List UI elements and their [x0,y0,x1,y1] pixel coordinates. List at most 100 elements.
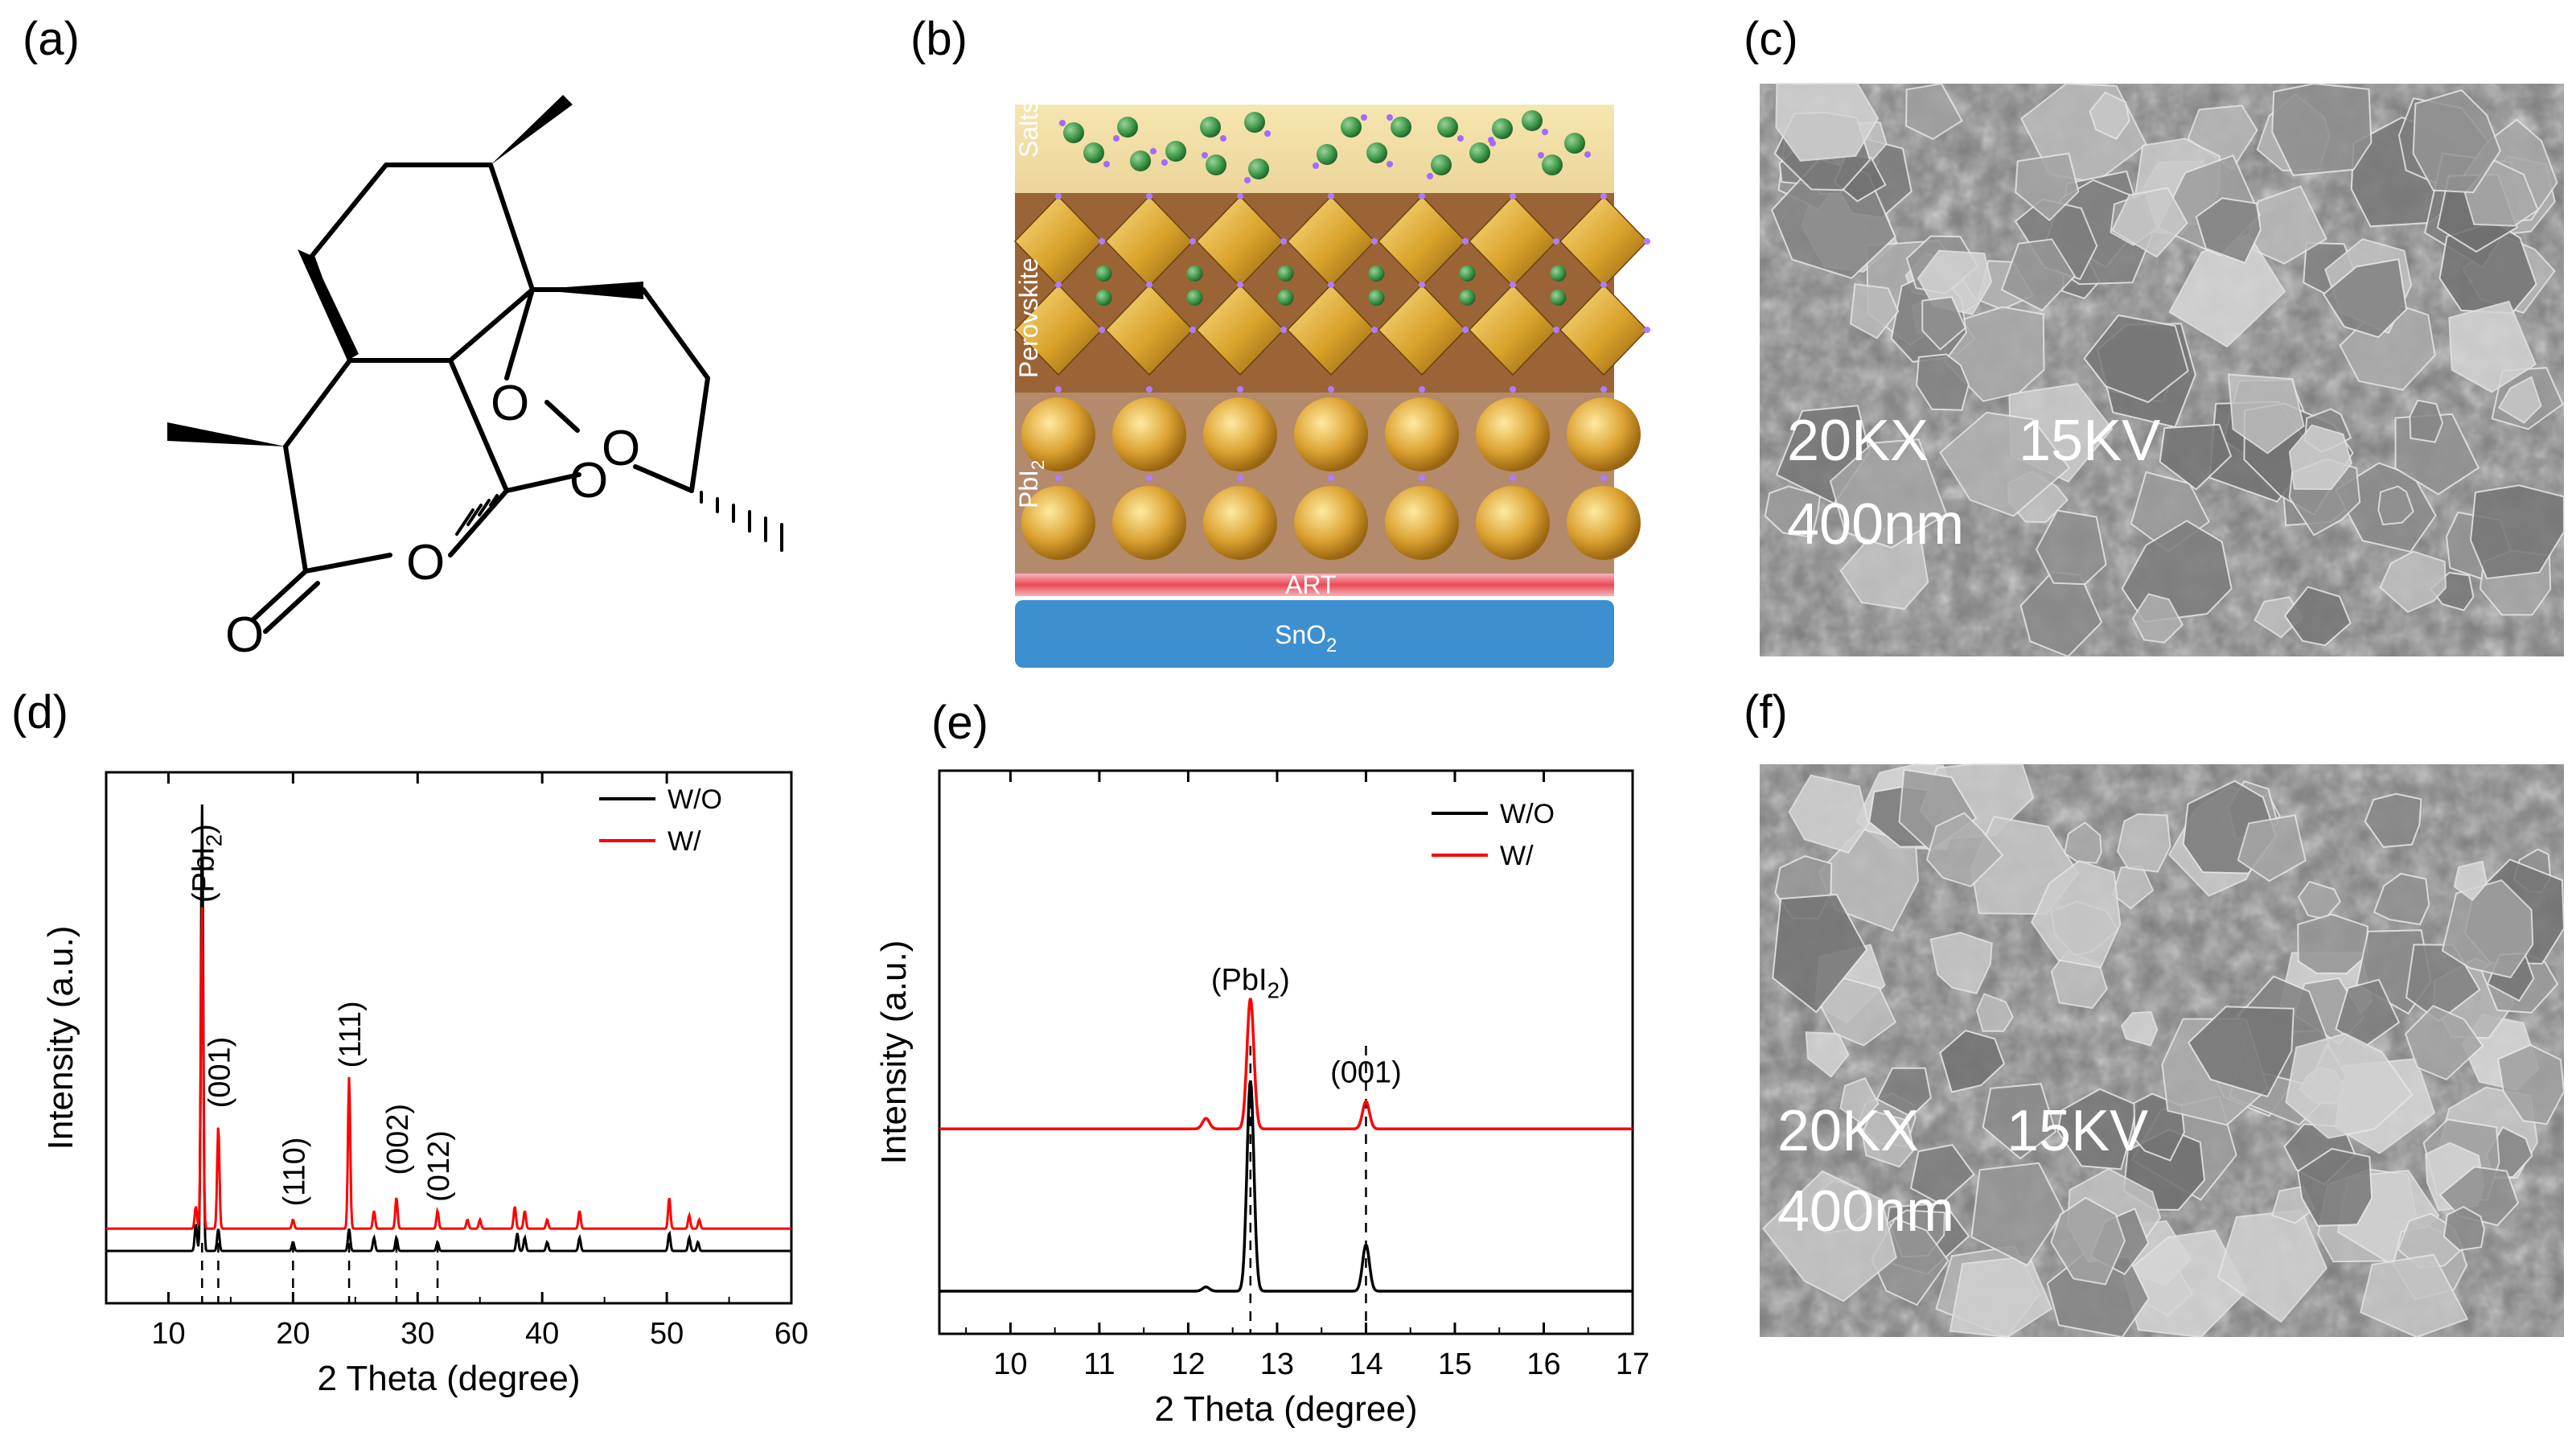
iodide-atom [1419,193,1425,200]
sem-c-kv: 15KV [2019,409,2160,473]
salt-cation [1431,154,1452,175]
salt-anion [1059,120,1066,126]
x-tick-label: 10 [151,1317,185,1351]
cation-atom [1459,290,1476,306]
peak-label: (PbI2) [187,824,226,903]
sem-grain [1929,932,1993,995]
iodide-atom [1055,282,1062,288]
sem-f-scale: 400nm [1777,1179,1954,1244]
iodide-atom [1189,238,1196,245]
sem-grain [2297,913,2369,975]
sem-c-mag: 20KX [1787,409,1929,473]
sem-grain [1805,1031,1850,1078]
sem-grain [1876,1067,1932,1118]
sem-grain [1925,812,2004,887]
label-art: ART [1285,570,1336,599]
iodide-atom [1280,238,1287,245]
sem-grain [2288,424,2353,491]
iodide-atom [1146,386,1152,393]
panel-label-a: (a) [23,13,80,65]
legend-entry: W/ [668,826,701,857]
hash-bond-center [455,494,499,536]
iodide-atom [1600,282,1607,288]
sem-grain [1909,1144,1975,1206]
sem-grain [2360,1253,2469,1339]
sem-grain [1976,993,2014,1032]
sem-grain [2000,238,2077,312]
iodide-atom [1462,327,1469,333]
sem-grain [1904,82,1963,140]
salt-cation [1083,142,1104,163]
sem-grain [1861,1109,1915,1168]
salt-cation [1492,118,1513,139]
cation-atom [1550,290,1567,306]
peak-label: (002) [381,1104,415,1175]
sem-grain [2364,792,2422,848]
x-tick-label: 11 [1083,1347,1115,1381]
salt-cation [1165,141,1186,162]
salt-anion [1361,114,1367,121]
sem-grains-c [1764,82,2565,658]
bond-carbonyl-1 [251,569,308,622]
iodide-atom [1371,327,1378,333]
iodide-atom [1510,193,1516,200]
octahedron [1104,283,1194,376]
sem-grain [2159,423,2233,491]
iodide-atom [1146,193,1152,200]
octahedron [1468,283,1558,376]
atom-o-3: O [569,453,608,508]
peak-label: (PbI2) [1211,963,1290,1002]
salt-anion [1264,130,1271,137]
iodide-atom [1328,193,1334,200]
salt-cation [1200,117,1221,138]
atom-o-4: O [406,535,445,590]
wedge-methyl-top [491,95,573,165]
sem-grain [2237,814,2307,883]
salt-anion [1427,173,1433,179]
iodide-atom [1237,475,1243,481]
pbi2-sphere [1203,486,1277,560]
pbi2-sphere [1021,486,1095,560]
salt-anion [1387,161,1393,167]
salt-cation [1248,158,1269,179]
sem-grain [1775,83,1880,162]
octahedron [1559,283,1649,376]
x-tick-label: 16 [1526,1347,1560,1381]
sem-grain [2285,1032,2414,1139]
sem-grain [1982,1083,2057,1160]
label-sno2: SnO2 [1275,620,1337,656]
legend-entry: W/O [1500,799,1555,829]
sem-f-mag: 20KX [1777,1099,1919,1163]
plot-frame [105,771,793,1305]
cation-atom [1095,265,1112,282]
salt-anion [1538,152,1544,158]
x-tick-label: 50 [650,1317,684,1351]
salt-cation [1117,117,1138,138]
sem-grain [2441,879,2534,979]
panel-label-d: (d) [11,686,68,739]
iodide-atom [1099,238,1105,245]
sem-grain [2448,300,2537,393]
iodide-atom [1055,386,1062,393]
salt-anion [1150,148,1157,154]
pbi2-sphere [1294,486,1368,560]
series-line-1 [106,907,791,1230]
iodide-atom [1328,282,1334,288]
sem-grain [2322,258,2408,339]
iodide-atom [1146,282,1152,288]
sem-image-c: 20KX 15KV 400nm [1760,82,2565,658]
sem-grain [2404,1005,2484,1080]
sem-image-f: 20KX 15KV 400nm [1760,763,2566,1339]
panel-label-b: (b) [910,13,968,65]
salt-anion [1244,177,1251,183]
salt-anion [1457,135,1464,142]
iodide-atom [1510,475,1516,481]
iodide-atom [1644,327,1650,333]
x-tick-label: 30 [401,1317,434,1351]
pbi2-sphere [1112,486,1186,560]
x-tick-label: 17 [1616,1347,1650,1381]
sem-grain [2031,860,2122,969]
cation-atom [1550,265,1567,282]
legend-entry: W/O [668,784,722,815]
sem-grain [2050,1196,2126,1286]
